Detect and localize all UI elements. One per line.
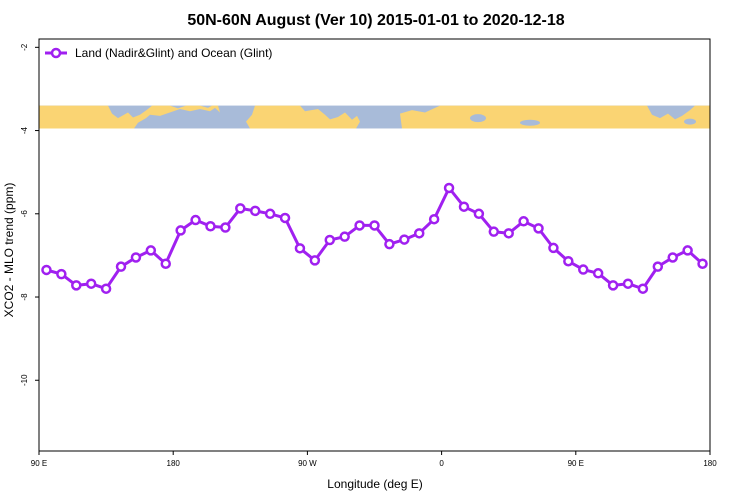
data-point: [279, 212, 291, 224]
data-point: [384, 238, 395, 250]
series: [41, 182, 708, 294]
x-tick-label: 90 E: [31, 459, 47, 468]
data-point: [458, 201, 470, 212]
y-axis: -2 -4 -6 -8 -10: [20, 43, 39, 386]
map-sea: [520, 119, 540, 126]
world-map-band: [39, 105, 710, 129]
x-tick-label: 180: [167, 459, 181, 468]
y-tick-label: -10: [20, 374, 29, 386]
data-point: [85, 278, 97, 289]
data-point: [115, 261, 127, 272]
data-point: [682, 245, 693, 256]
data-point: [175, 225, 186, 236]
data-point: [488, 226, 500, 237]
data-point: [428, 213, 440, 225]
data-point: [130, 252, 142, 263]
data-point: [41, 264, 52, 276]
x-tick-label: 90 W: [298, 459, 317, 468]
y-tick-label: -4: [20, 126, 29, 134]
data-point: [235, 203, 246, 214]
data-point: [220, 222, 231, 233]
legend-marker: [50, 47, 62, 59]
data-point: [145, 245, 157, 256]
data-point: [399, 234, 410, 245]
data-point: [369, 220, 380, 231]
data-point: [518, 216, 529, 227]
series-line: [46, 186, 704, 291]
x-axis-label: Longitude (deg E): [327, 477, 422, 491]
data-point: [294, 243, 306, 254]
data-point: [71, 280, 82, 291]
data-point: [607, 280, 619, 291]
map-sea: [684, 118, 696, 125]
plot-area: [38, 38, 711, 452]
map-land: [39, 105, 710, 129]
y-tick-label: -2: [20, 43, 29, 51]
y-tick-label: -6: [20, 210, 29, 218]
data-point: [339, 231, 350, 242]
data-point: [473, 208, 485, 220]
data-point: [309, 255, 321, 266]
data-point: [443, 182, 455, 194]
data-point: [160, 258, 171, 269]
y-tick-label: -8: [20, 293, 29, 301]
data-point: [249, 205, 261, 217]
y-axis-label: XCO2 - MLO trend (ppm): [2, 183, 16, 318]
data-point: [190, 214, 201, 226]
data-point: [697, 258, 708, 269]
plot-frame: [38, 38, 711, 452]
map-landmass: [39, 105, 220, 129]
data-point: [100, 283, 112, 294]
data-point: [622, 278, 634, 289]
data-point: [205, 221, 216, 232]
data-point: [354, 220, 365, 231]
data-point: [503, 228, 514, 239]
data-point: [563, 255, 574, 267]
data-point: [533, 223, 544, 234]
data-point: [592, 268, 604, 279]
map-landmass: [400, 105, 710, 129]
data-point: [548, 242, 559, 254]
data-point: [413, 228, 425, 239]
x-tick-label: 0: [439, 459, 444, 468]
x-axis: 90 E 180 90 W 0 90 E 180: [31, 451, 717, 468]
data-point: [578, 264, 589, 275]
map-sea: [470, 114, 486, 123]
legend-label: Land (Nadir&Glint) and Ocean (Glint): [75, 46, 272, 60]
x-tick-label: 180: [703, 459, 717, 468]
map-landmass: [246, 105, 360, 129]
data-point: [324, 234, 336, 246]
x-tick-label: 90 E: [568, 459, 584, 468]
data-point: [264, 208, 276, 220]
legend: Land (Nadir&Glint) and Ocean (Glint): [45, 46, 272, 60]
data-point: [652, 261, 664, 272]
data-point: [667, 252, 678, 263]
chart-title: 50N-60N August (Ver 10) 2015-01-01 to 20…: [187, 12, 564, 29]
data-point: [56, 268, 67, 280]
data-point: [637, 283, 649, 294]
